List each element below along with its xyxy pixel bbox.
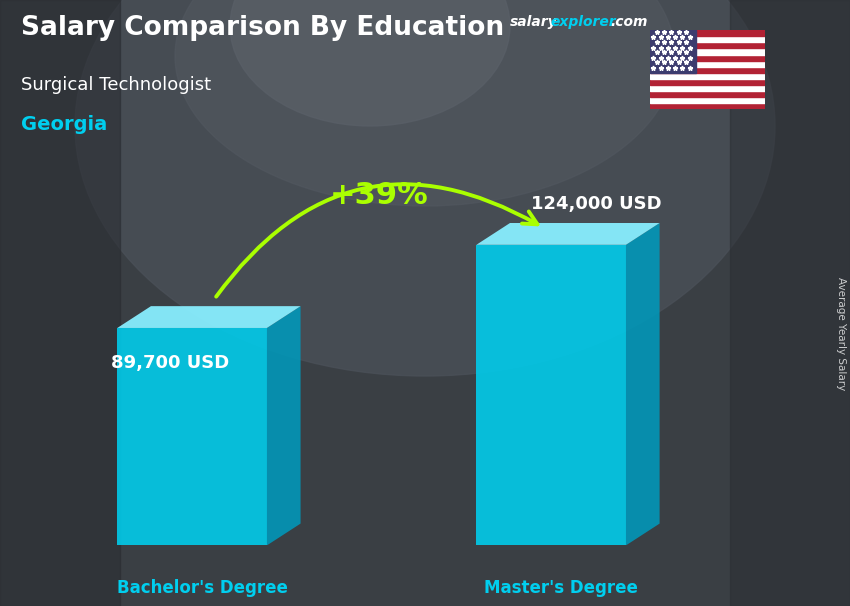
Polygon shape xyxy=(117,306,301,328)
Text: Bachelor's Degree: Bachelor's Degree xyxy=(116,579,287,598)
Polygon shape xyxy=(476,245,626,545)
Bar xyxy=(650,97,765,103)
Bar xyxy=(650,36,765,42)
Bar xyxy=(0,0,120,606)
Bar xyxy=(650,67,765,73)
Text: Master's Degree: Master's Degree xyxy=(484,579,638,598)
Polygon shape xyxy=(626,223,660,545)
Text: Surgical Technologist: Surgical Technologist xyxy=(21,76,212,94)
Bar xyxy=(650,30,696,73)
Ellipse shape xyxy=(230,0,510,126)
Ellipse shape xyxy=(175,0,675,206)
Text: explorer: explorer xyxy=(551,15,616,29)
Bar xyxy=(650,55,765,61)
Ellipse shape xyxy=(75,0,775,376)
Bar xyxy=(650,30,765,36)
Text: .com: .com xyxy=(610,15,648,29)
Bar xyxy=(650,42,765,48)
Bar xyxy=(650,85,765,91)
Bar xyxy=(650,73,765,79)
Bar xyxy=(650,103,765,109)
Bar xyxy=(730,0,850,606)
Bar xyxy=(650,48,765,55)
Text: 89,700 USD: 89,700 USD xyxy=(110,353,229,371)
Polygon shape xyxy=(267,306,301,545)
Polygon shape xyxy=(476,223,660,245)
Bar xyxy=(650,61,765,67)
Text: Salary Comparison By Education: Salary Comparison By Education xyxy=(21,15,504,41)
Text: 124,000 USD: 124,000 USD xyxy=(530,195,661,213)
Text: +39%: +39% xyxy=(330,181,428,210)
Text: Georgia: Georgia xyxy=(21,115,107,134)
Text: Average Yearly Salary: Average Yearly Salary xyxy=(836,277,846,390)
Bar xyxy=(650,79,765,85)
Text: salary: salary xyxy=(510,15,558,29)
Polygon shape xyxy=(117,328,267,545)
Bar xyxy=(650,91,765,97)
